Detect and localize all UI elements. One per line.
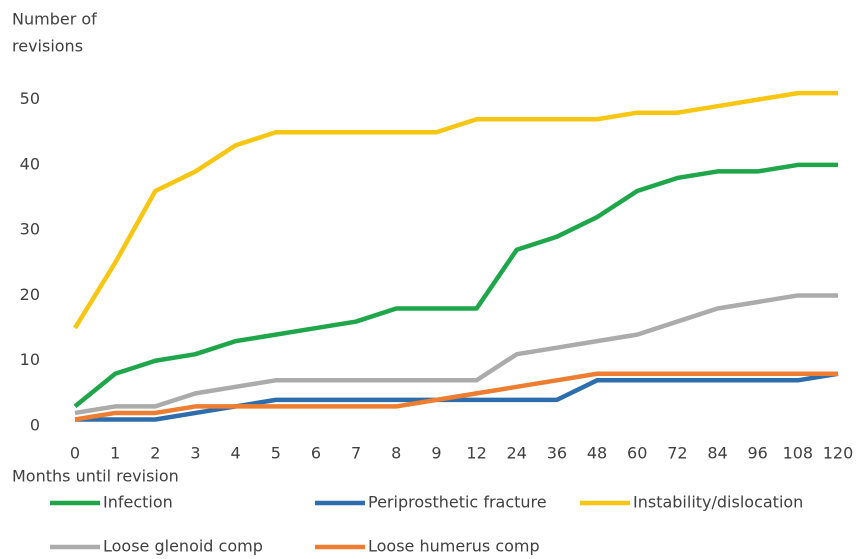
- legend-label: Instability/dislocation: [633, 493, 803, 512]
- x-tick-label: 12: [466, 444, 486, 463]
- x-tick-label: 84: [707, 444, 727, 463]
- x-tick-label: 9: [431, 444, 441, 463]
- x-tick-label: 2: [150, 444, 160, 463]
- y-axis-label: revisions: [12, 37, 83, 56]
- x-tick-label: 5: [271, 444, 281, 463]
- x-tick-label: 36: [547, 444, 567, 463]
- x-tick-label: 48: [587, 444, 607, 463]
- y-tick-label: 20: [20, 285, 40, 304]
- x-tick-label: 4: [231, 444, 241, 463]
- y-tick-label: 0: [30, 416, 40, 435]
- series-line: [73, 90, 838, 330]
- x-axis-label: Months until revision: [12, 467, 179, 486]
- x-tick-label: 96: [748, 444, 768, 463]
- x-tick-label: 120: [823, 444, 854, 463]
- legend-label: Periprosthetic fracture: [368, 493, 547, 512]
- y-tick-label: 40: [20, 154, 40, 173]
- x-tick-label: 3: [190, 444, 200, 463]
- y-tick-label: 50: [20, 89, 40, 108]
- x-tick-label: 7: [351, 444, 361, 463]
- y-tick-label: 30: [20, 220, 40, 239]
- series-line: [74, 293, 838, 416]
- x-tick-label: 8: [391, 444, 401, 463]
- x-tick-label: 0: [70, 444, 80, 463]
- series-line: [75, 371, 839, 422]
- legend-label: Loose humerus comp: [368, 537, 540, 556]
- y-axis-label: Number of: [12, 10, 97, 29]
- series-line: [74, 371, 838, 422]
- x-tick-label: 72: [667, 444, 687, 463]
- series-line: [73, 162, 838, 409]
- y-tick-label: 10: [20, 350, 40, 369]
- x-tick-label: 60: [627, 444, 647, 463]
- x-tick-label: 1: [110, 444, 120, 463]
- x-tick-label: 24: [507, 444, 527, 463]
- x-tick-label: 108: [783, 444, 814, 463]
- x-tick-label: 6: [311, 444, 321, 463]
- legend-label: Infection: [103, 493, 173, 512]
- legend-label: Loose glenoid comp: [103, 537, 263, 556]
